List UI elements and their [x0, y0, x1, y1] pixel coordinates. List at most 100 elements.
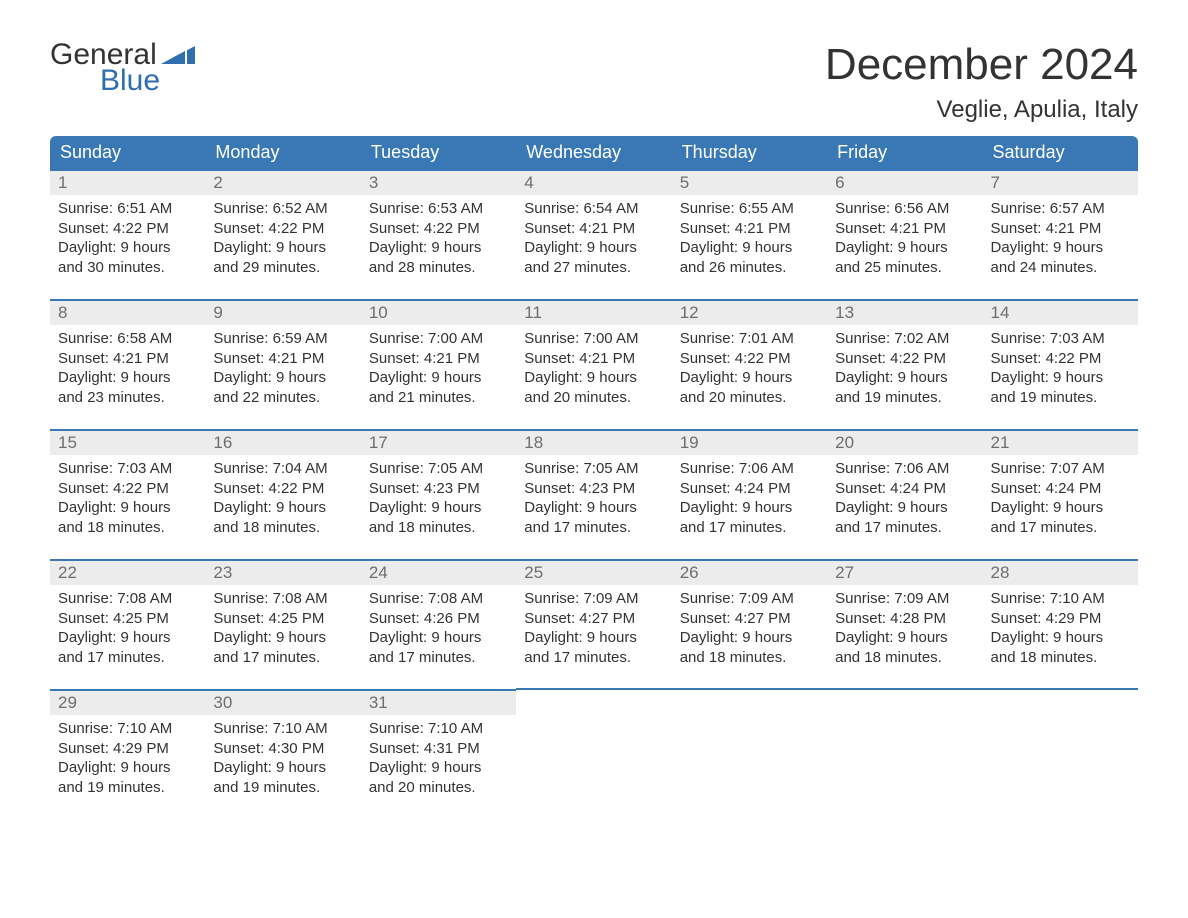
- day-number: 25: [516, 559, 671, 585]
- sunset-line: Sunset: 4:25 PM: [58, 609, 197, 629]
- calendar-cell: 16Sunrise: 7:04 AMSunset: 4:22 PMDayligh…: [205, 429, 360, 559]
- sunrise-line: Sunrise: 7:05 AM: [369, 459, 508, 479]
- day-body: Sunrise: 7:05 AMSunset: 4:23 PMDaylight:…: [361, 455, 516, 543]
- sunrise-line: Sunrise: 7:03 AM: [991, 329, 1130, 349]
- daylight-line-1: Daylight: 9 hours: [369, 238, 508, 258]
- daylight-line-1: Daylight: 9 hours: [213, 628, 352, 648]
- day-body: Sunrise: 7:09 AMSunset: 4:27 PMDaylight:…: [672, 585, 827, 673]
- daylight-line-2: and 19 minutes.: [991, 388, 1130, 408]
- day-number: 26: [672, 559, 827, 585]
- calendar-cell: 5Sunrise: 6:55 AMSunset: 4:21 PMDaylight…: [672, 169, 827, 299]
- sunrise-line: Sunrise: 6:51 AM: [58, 199, 197, 219]
- day-body: Sunrise: 6:59 AMSunset: 4:21 PMDaylight:…: [205, 325, 360, 413]
- day-number: 9: [205, 299, 360, 325]
- daylight-line-1: Daylight: 9 hours: [524, 628, 663, 648]
- calendar-cell: 17Sunrise: 7:05 AMSunset: 4:23 PMDayligh…: [361, 429, 516, 559]
- day-body: Sunrise: 6:58 AMSunset: 4:21 PMDaylight:…: [50, 325, 205, 413]
- sunset-line: Sunset: 4:26 PM: [369, 609, 508, 629]
- sunset-line: Sunset: 4:23 PM: [369, 479, 508, 499]
- sunrise-line: Sunrise: 7:10 AM: [213, 719, 352, 739]
- sunrise-line: Sunrise: 6:59 AM: [213, 329, 352, 349]
- daylight-line-2: and 17 minutes.: [991, 518, 1130, 538]
- daylight-line-1: Daylight: 9 hours: [369, 758, 508, 778]
- day-number: 2: [205, 169, 360, 195]
- day-number: 4: [516, 169, 671, 195]
- daylight-line-1: Daylight: 9 hours: [680, 628, 819, 648]
- sunset-line: Sunset: 4:22 PM: [680, 349, 819, 369]
- daylight-line-2: and 23 minutes.: [58, 388, 197, 408]
- calendar-cell: 25Sunrise: 7:09 AMSunset: 4:27 PMDayligh…: [516, 559, 671, 689]
- sunrise-line: Sunrise: 7:08 AM: [58, 589, 197, 609]
- calendar-cell: 27Sunrise: 7:09 AMSunset: 4:28 PMDayligh…: [827, 559, 982, 689]
- calendar-row: 1Sunrise: 6:51 AMSunset: 4:22 PMDaylight…: [50, 169, 1138, 299]
- day-body: Sunrise: 6:51 AMSunset: 4:22 PMDaylight:…: [50, 195, 205, 283]
- daylight-line-1: Daylight: 9 hours: [835, 498, 974, 518]
- sunrise-line: Sunrise: 7:10 AM: [369, 719, 508, 739]
- sunrise-line: Sunrise: 7:06 AM: [680, 459, 819, 479]
- daylight-line-1: Daylight: 9 hours: [835, 368, 974, 388]
- calendar-cell: 12Sunrise: 7:01 AMSunset: 4:22 PMDayligh…: [672, 299, 827, 429]
- daylight-line-1: Daylight: 9 hours: [991, 238, 1130, 258]
- calendar-cell: 29Sunrise: 7:10 AMSunset: 4:29 PMDayligh…: [50, 689, 205, 819]
- sunset-line: Sunset: 4:29 PM: [58, 739, 197, 759]
- day-body: Sunrise: 6:53 AMSunset: 4:22 PMDaylight:…: [361, 195, 516, 283]
- sunrise-line: Sunrise: 7:10 AM: [991, 589, 1130, 609]
- calendar-cell: 13Sunrise: 7:02 AMSunset: 4:22 PMDayligh…: [827, 299, 982, 429]
- calendar-cell: 2Sunrise: 6:52 AMSunset: 4:22 PMDaylight…: [205, 169, 360, 299]
- daylight-line-1: Daylight: 9 hours: [680, 498, 819, 518]
- calendar-row: 22Sunrise: 7:08 AMSunset: 4:25 PMDayligh…: [50, 559, 1138, 689]
- day-body: Sunrise: 7:10 AMSunset: 4:29 PMDaylight:…: [983, 585, 1138, 673]
- calendar-cell: 28Sunrise: 7:10 AMSunset: 4:29 PMDayligh…: [983, 559, 1138, 689]
- sunrise-line: Sunrise: 6:52 AM: [213, 199, 352, 219]
- calendar-cell: 31Sunrise: 7:10 AMSunset: 4:31 PMDayligh…: [361, 689, 516, 819]
- day-header: Thursday: [672, 136, 827, 169]
- day-number: 27: [827, 559, 982, 585]
- calendar-header-row: SundayMondayTuesdayWednesdayThursdayFrid…: [50, 136, 1138, 169]
- day-header: Sunday: [50, 136, 205, 169]
- day-body: Sunrise: 7:02 AMSunset: 4:22 PMDaylight:…: [827, 325, 982, 413]
- sunset-line: Sunset: 4:21 PM: [369, 349, 508, 369]
- day-body: Sunrise: 7:09 AMSunset: 4:28 PMDaylight:…: [827, 585, 982, 673]
- daylight-line-2: and 18 minutes.: [369, 518, 508, 538]
- sunset-line: Sunset: 4:23 PM: [524, 479, 663, 499]
- day-body: Sunrise: 7:10 AMSunset: 4:29 PMDaylight:…: [50, 715, 205, 803]
- sunset-line: Sunset: 4:28 PM: [835, 609, 974, 629]
- calendar-cell: 23Sunrise: 7:08 AMSunset: 4:25 PMDayligh…: [205, 559, 360, 689]
- sunrise-line: Sunrise: 7:08 AM: [369, 589, 508, 609]
- daylight-line-2: and 18 minutes.: [213, 518, 352, 538]
- sunrise-line: Sunrise: 7:09 AM: [835, 589, 974, 609]
- daylight-line-1: Daylight: 9 hours: [524, 238, 663, 258]
- daylight-line-1: Daylight: 9 hours: [213, 758, 352, 778]
- daylight-line-1: Daylight: 9 hours: [58, 238, 197, 258]
- calendar-cell: 14Sunrise: 7:03 AMSunset: 4:22 PMDayligh…: [983, 299, 1138, 429]
- daylight-line-2: and 19 minutes.: [58, 778, 197, 798]
- daylight-line-1: Daylight: 9 hours: [835, 238, 974, 258]
- daylight-line-1: Daylight: 9 hours: [835, 628, 974, 648]
- day-header: Saturday: [983, 136, 1138, 169]
- day-body: Sunrise: 6:56 AMSunset: 4:21 PMDaylight:…: [827, 195, 982, 283]
- sunset-line: Sunset: 4:22 PM: [58, 479, 197, 499]
- location-subtitle: Veglie, Apulia, Italy: [825, 96, 1138, 124]
- daylight-line-1: Daylight: 9 hours: [991, 498, 1130, 518]
- sunset-line: Sunset: 4:24 PM: [835, 479, 974, 499]
- sunset-line: Sunset: 4:25 PM: [213, 609, 352, 629]
- sunset-line: Sunset: 4:27 PM: [524, 609, 663, 629]
- sunrise-line: Sunrise: 7:01 AM: [680, 329, 819, 349]
- calendar-table: SundayMondayTuesdayWednesdayThursdayFrid…: [50, 136, 1138, 819]
- daylight-line-2: and 25 minutes.: [835, 258, 974, 278]
- day-body: Sunrise: 7:08 AMSunset: 4:25 PMDaylight:…: [50, 585, 205, 673]
- daylight-line-2: and 20 minutes.: [369, 778, 508, 798]
- day-body: Sunrise: 7:08 AMSunset: 4:25 PMDaylight:…: [205, 585, 360, 673]
- sunrise-line: Sunrise: 7:10 AM: [58, 719, 197, 739]
- daylight-line-2: and 18 minutes.: [680, 648, 819, 668]
- daylight-line-2: and 20 minutes.: [680, 388, 819, 408]
- day-number: 28: [983, 559, 1138, 585]
- calendar-cell: 3Sunrise: 6:53 AMSunset: 4:22 PMDaylight…: [361, 169, 516, 299]
- sunset-line: Sunset: 4:21 PM: [835, 219, 974, 239]
- daylight-line-2: and 19 minutes.: [835, 388, 974, 408]
- daylight-line-2: and 22 minutes.: [213, 388, 352, 408]
- daylight-line-2: and 18 minutes.: [835, 648, 974, 668]
- day-body: Sunrise: 7:00 AMSunset: 4:21 PMDaylight:…: [361, 325, 516, 413]
- day-number: 19: [672, 429, 827, 455]
- sunrise-line: Sunrise: 6:56 AM: [835, 199, 974, 219]
